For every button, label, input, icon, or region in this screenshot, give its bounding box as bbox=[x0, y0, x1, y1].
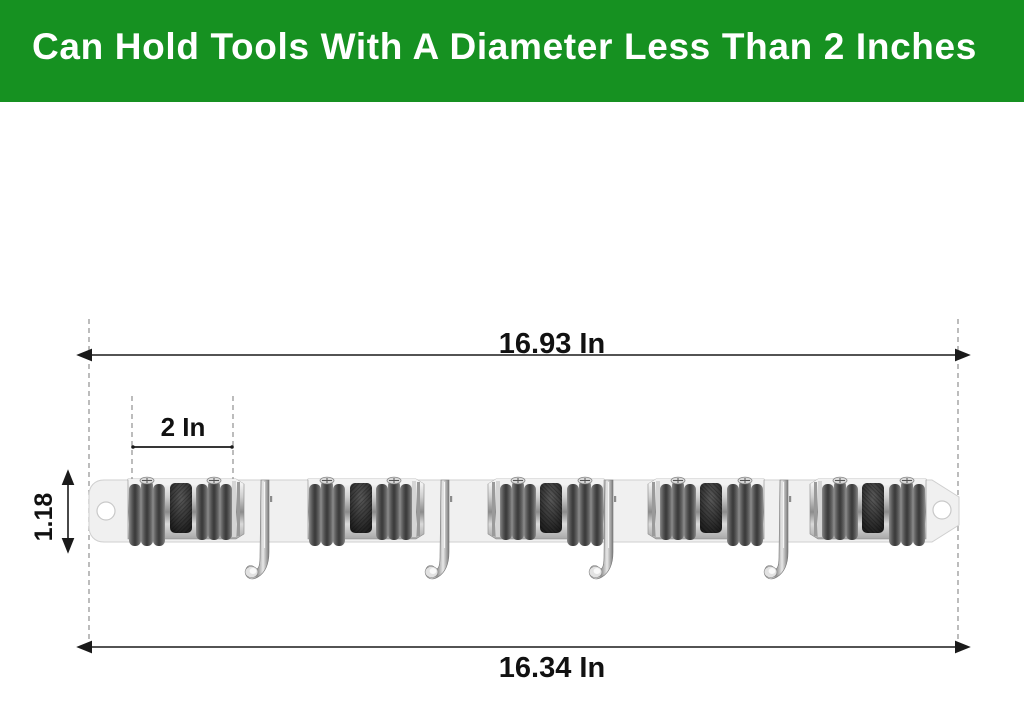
svg-text:1.18: 1.18 bbox=[30, 493, 58, 542]
svg-text:16.34 In: 16.34 In bbox=[499, 652, 605, 684]
svg-text:2 In: 2 In bbox=[161, 412, 206, 442]
svg-text:16.93 In: 16.93 In bbox=[499, 328, 605, 360]
